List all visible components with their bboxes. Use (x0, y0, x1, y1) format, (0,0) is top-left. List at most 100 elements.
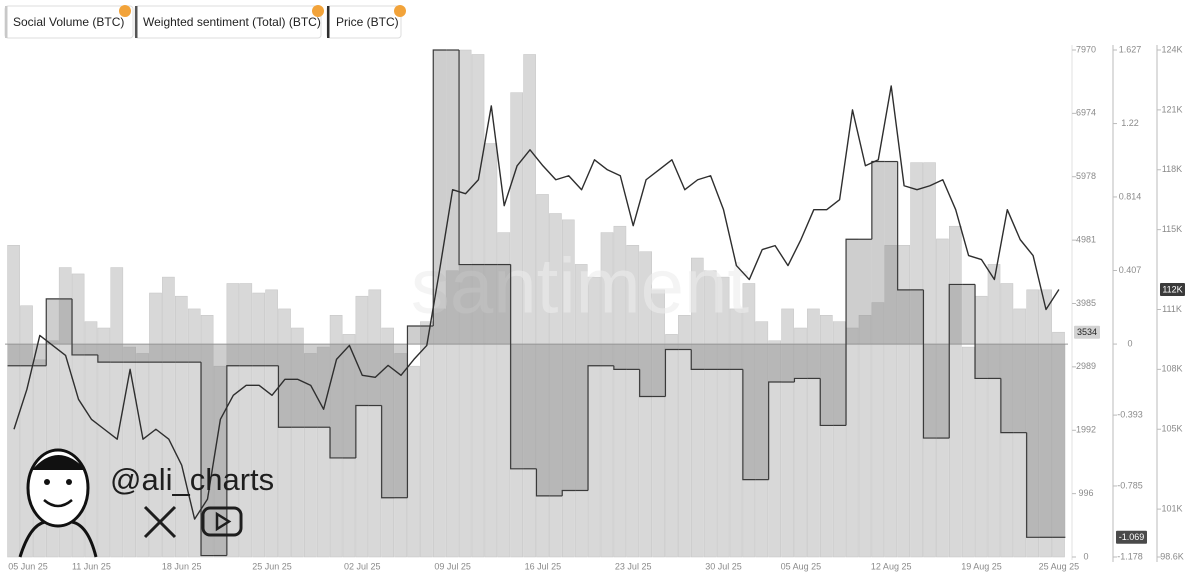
smile-sketch (43, 499, 73, 508)
price-layer (13, 85, 1060, 520)
sentiment-area (407, 326, 421, 345)
shoulders-sketch (18, 520, 98, 558)
y-tick-label: 2989 (1076, 361, 1096, 371)
sentiment-step (845, 238, 859, 426)
price-line (13, 85, 1060, 520)
sentiment-step (613, 365, 627, 370)
sentiment-step (897, 161, 911, 291)
sentiment-step (381, 405, 395, 499)
y-tick-label: 6974 (1076, 108, 1096, 118)
sentiment-area (871, 161, 885, 345)
volume-bar (484, 143, 498, 558)
sentiment-area (1052, 344, 1066, 538)
volume-bar (84, 321, 98, 558)
volume-bar (871, 302, 885, 558)
sentiment-area (936, 344, 950, 439)
btc-icon (394, 5, 406, 17)
sentiment-step (355, 404, 369, 458)
sentiment-area (342, 344, 356, 458)
sentiment-area (781, 344, 795, 383)
eye (66, 479, 72, 485)
x-tick-label: 12 Aug 25 (871, 561, 912, 571)
value-marker (1160, 283, 1185, 297)
volume-bar (252, 292, 265, 558)
sentiment-area (846, 239, 859, 345)
sentiment-area (536, 344, 550, 496)
volume-bar (420, 321, 433, 558)
sentiment-area (1039, 344, 1053, 538)
sentiment-step (974, 284, 988, 380)
y-tick-label: 98.6K (1160, 551, 1184, 561)
sentiment-area (7, 344, 21, 366)
sentiment-step (535, 468, 550, 497)
x-tick-label: 05 Jun 25 (8, 561, 48, 571)
volume-bar (97, 327, 111, 558)
sentiment-step (45, 298, 60, 366)
volume-bar (187, 308, 201, 558)
sentiment-step (71, 298, 85, 356)
volume-bar (678, 315, 691, 558)
sentiment-step (200, 362, 214, 557)
volume-bar (961, 346, 975, 558)
sentiment-area (291, 344, 305, 428)
volume-bar (639, 251, 653, 558)
sentiment-area (213, 344, 227, 556)
sentiment-area (46, 298, 60, 345)
sentiment-area (459, 264, 472, 345)
sentiment-area (910, 289, 924, 345)
volume-bar (716, 276, 730, 558)
volume-bar (162, 276, 175, 558)
sentiment-area (897, 289, 911, 345)
volume-bar (110, 267, 124, 558)
sentiment-area (962, 284, 976, 345)
sentiment-step (948, 283, 963, 439)
x-tick-label: 25 Aug 25 (1039, 561, 1080, 571)
volume-bar (897, 245, 911, 558)
sentiment-step (561, 489, 576, 496)
brand-watermark: santiment (411, 242, 749, 330)
sentiment-area (59, 298, 73, 345)
sentiment-area (97, 344, 111, 363)
youtube-play (215, 511, 232, 532)
sentiment-area (1013, 344, 1027, 433)
sentiment-area (446, 50, 460, 345)
sentiment-area (807, 344, 821, 379)
sentiment-step (922, 289, 937, 439)
sentiment-area (768, 344, 782, 383)
sentiment-step (664, 348, 679, 397)
sentiment-area (1026, 344, 1040, 538)
sentiment-step (690, 349, 705, 370)
sentiment-area (162, 344, 176, 363)
y-tick-label: 1.627 (1119, 44, 1142, 54)
volume-bar (884, 245, 898, 558)
volume-bar (265, 289, 278, 558)
youtube-icon (201, 506, 243, 537)
value-marker-label: 3534 (1077, 327, 1097, 337)
legend: Social Volume (BTC) Weighted sentiment (… (4, 5, 406, 39)
legend-label: Weighted sentiment (Total) (BTC) (143, 15, 321, 29)
axes-layer: 0 996 1992 2989 3985 4981 5978 6974 7970 -1.178 -0… (8, 44, 1185, 571)
sentiment-area (613, 344, 627, 370)
volume-bar (613, 225, 627, 558)
volume-bar (136, 353, 149, 558)
x-tick-label: 09 Jul 25 (434, 561, 471, 571)
sentiment-area (987, 344, 1001, 379)
sentiment-area (742, 344, 756, 480)
sentiment-area (201, 344, 214, 556)
sentiment-step (819, 378, 834, 427)
y-tick-label: -0.785 (1117, 480, 1143, 490)
volume-bar (832, 321, 846, 558)
sentiment-area (188, 344, 202, 363)
volume-bar (729, 308, 743, 558)
volume-bar (974, 295, 988, 558)
sentiment-step (510, 264, 524, 470)
sentiment-area (678, 344, 692, 350)
sentiment-step (329, 427, 343, 459)
volume-bar (355, 295, 369, 558)
sentiment-area (175, 344, 189, 363)
volume-bar (394, 353, 407, 558)
author-watermark: @ali_charts (18, 448, 274, 558)
sentiment-area (123, 344, 137, 363)
x-tick-label: 25 Jun 25 (252, 561, 292, 571)
